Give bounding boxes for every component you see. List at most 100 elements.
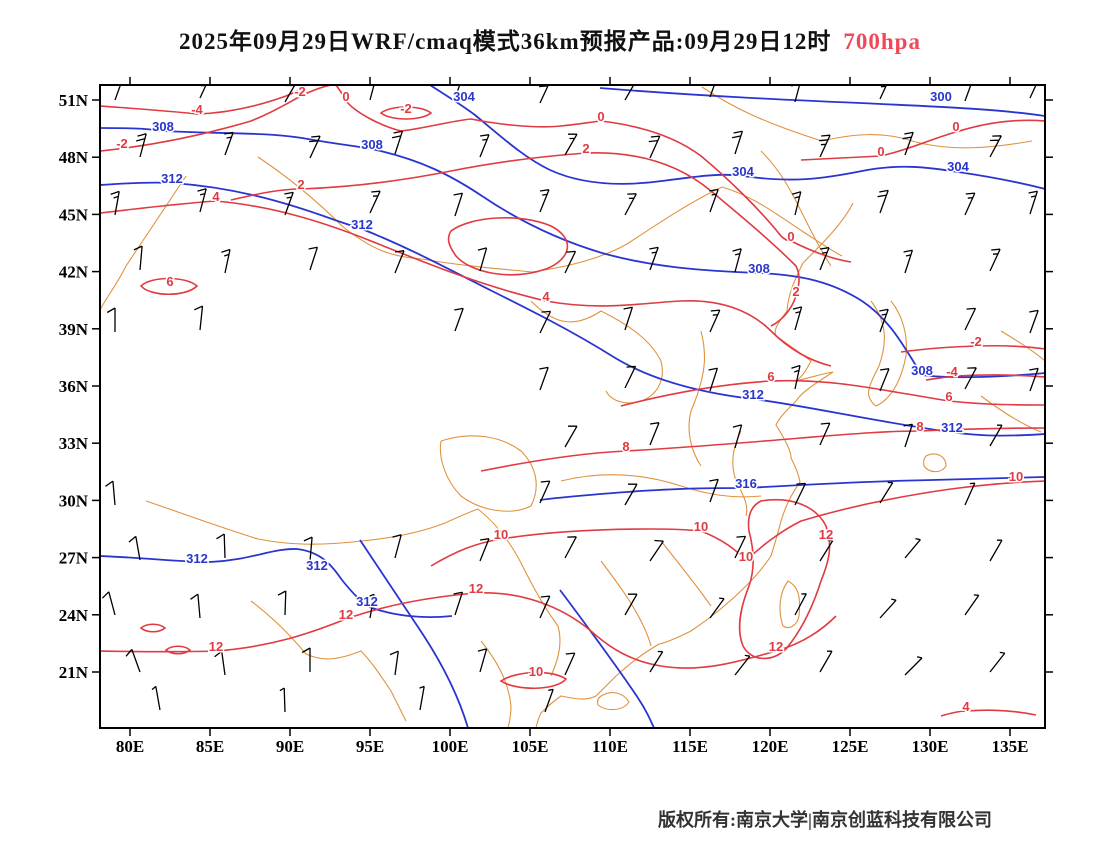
height-contour-layer: [101, 86, 1044, 727]
wind-barb: [454, 307, 464, 332]
wind-barb: [1029, 86, 1037, 99]
wind-barb: [279, 687, 286, 713]
height-contour-label: 308: [911, 363, 933, 378]
wind-barb: [791, 86, 800, 103]
island-kyushu: [923, 453, 947, 473]
temp-contour-4: [101, 200, 832, 367]
island-taiwan: [779, 580, 801, 629]
temp-contour-label: 12: [469, 581, 483, 596]
wind-barb: [369, 86, 375, 101]
temp-contour-label: 12: [769, 639, 783, 654]
contour-label-layer: 308 312 308 312 304 300 304 304 308 308 312 312 316 3…: [115, 83, 1025, 716]
river-yellow: [530, 300, 663, 404]
x-axis-label: 120E: [752, 737, 789, 756]
height-contour-label: 308: [152, 119, 174, 134]
height-contour-label: 312: [186, 551, 208, 566]
wind-barb: [303, 536, 313, 562]
y-axis-label: 30N: [59, 491, 89, 510]
wind-barb: [369, 190, 381, 214]
temp-contour-m2: [101, 86, 331, 152]
temp-contour-label: 2: [792, 284, 799, 299]
height-contour-label: 304: [732, 164, 754, 179]
wind-barb: [301, 647, 311, 672]
wind-barb: [199, 86, 207, 99]
coast-myanmar: [250, 600, 407, 722]
temp-contour-label: 10: [694, 519, 708, 534]
wind-barb: [136, 133, 147, 158]
wind-barb: [133, 245, 143, 271]
wind-barb: [479, 134, 490, 158]
x-axis-label: 105E: [512, 737, 549, 756]
temp-contour-label: 12: [209, 639, 223, 654]
wind-barb: [877, 189, 889, 214]
wind-barb: [539, 595, 551, 619]
wind-barb-layer: [101, 86, 1039, 713]
border-manchuria: [760, 150, 832, 267]
x-axis-label: 80E: [116, 737, 144, 756]
wind-barb: [539, 86, 549, 104]
wind-barb: [649, 246, 659, 271]
wind-barb: [879, 308, 889, 333]
temp-contour-label: 0: [597, 109, 604, 124]
temp-cell-small-2: [164, 645, 192, 655]
height-contour-300: [599, 87, 1044, 117]
wind-barb: [964, 482, 976, 506]
y-axis-label: 39N: [59, 320, 89, 339]
wind-barb: [879, 368, 890, 392]
wind-barb: [649, 539, 664, 562]
wind-barb: [879, 598, 897, 619]
wind-barb: [904, 656, 923, 676]
wind-barb: [649, 650, 664, 673]
river-yangtze: [560, 474, 762, 498]
border-himalaya: [145, 500, 561, 677]
height-contour-label: 312: [306, 558, 328, 573]
height-contour-label: 300: [930, 89, 952, 104]
y-axis-label: 24N: [59, 606, 89, 625]
height-contour-south-3: [559, 589, 655, 727]
wind-barb: [1028, 190, 1039, 215]
temp-contour-label: 10: [739, 549, 753, 564]
temp-cell-6: [139, 277, 199, 295]
wind-barb: [477, 648, 488, 673]
height-contour-label: 316: [735, 476, 757, 491]
wind-barb: [791, 364, 801, 390]
wind-barb: [308, 246, 319, 271]
y-axis-label: 45N: [59, 205, 89, 224]
y-axis-label: 42N: [59, 263, 89, 282]
temp-contour-label: -2: [116, 136, 128, 151]
x-axis-label: 115E: [672, 737, 708, 756]
y-axis-label: 27N: [59, 549, 89, 568]
wind-barb: [539, 480, 551, 504]
y-axis-label: 21N: [59, 663, 89, 682]
height-contour-label: 308: [361, 137, 383, 152]
wind-barb: [114, 86, 121, 101]
height-contour-308: [101, 127, 1044, 379]
wind-barb: [539, 366, 549, 391]
wind-barb: [479, 538, 490, 562]
wind-barb: [624, 593, 638, 616]
wind-barb: [819, 539, 834, 562]
page-title: 2025年09月29日WRF/cmaq模式36km预报产品:09月29日12时 7…: [0, 22, 1100, 56]
temp-contour-label: 4: [962, 699, 970, 714]
wind-barb: [190, 593, 201, 619]
wind-barb: [623, 306, 634, 331]
wind-barb: [989, 424, 1003, 447]
temp-contour-label: 6: [166, 274, 173, 289]
temp-cell-10-south: [499, 671, 568, 690]
x-axis-label: 130E: [912, 737, 949, 756]
map-frame: [99, 84, 1046, 729]
wind-barb: [284, 86, 295, 103]
height-contour-label: 304: [453, 89, 475, 104]
wind-barb: [708, 367, 719, 392]
temp-contour-label: -4: [946, 364, 958, 379]
temp-cell-small-1: [139, 623, 167, 633]
temp-contour-label: 0: [877, 144, 884, 159]
wind-barb: [648, 135, 661, 159]
coast-japan-2: [980, 395, 1042, 433]
y-axis-label: 36N: [59, 377, 89, 396]
border-internal-3: [600, 560, 652, 647]
wind-barb: [477, 247, 488, 272]
wind-barb: [391, 130, 404, 155]
wind-barb: [277, 590, 287, 616]
wind-barb: [964, 594, 980, 616]
